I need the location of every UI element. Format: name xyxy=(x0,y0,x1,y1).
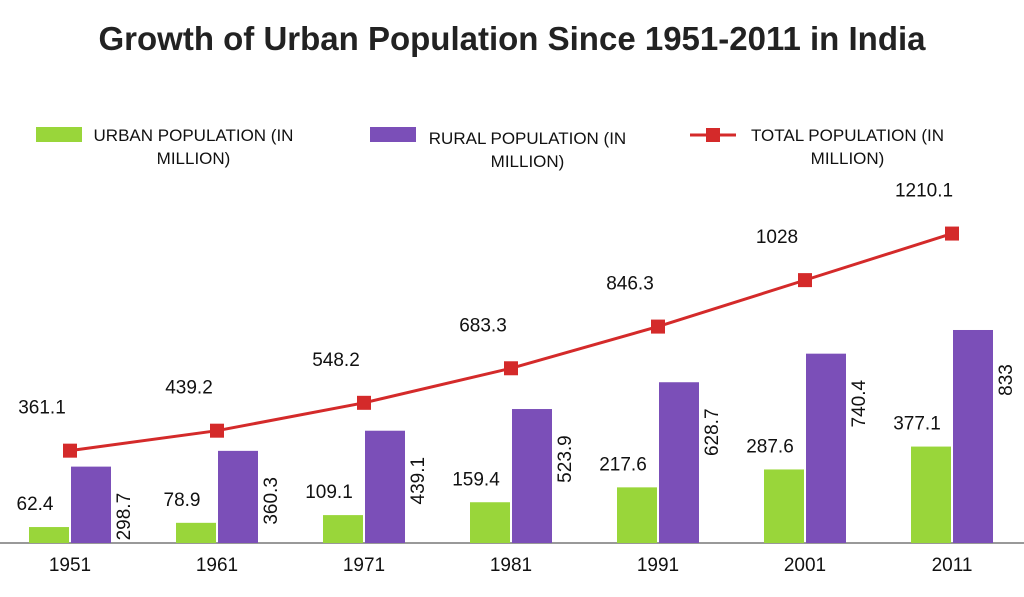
marker xyxy=(651,319,665,334)
legend-swatch xyxy=(370,127,416,142)
legend-marker xyxy=(706,128,720,142)
value-label: 439.1 xyxy=(408,457,429,505)
marker xyxy=(210,423,224,438)
value-label: 683.3 xyxy=(459,315,507,336)
value-label: 439.2 xyxy=(165,378,213,399)
value-label: 360.3 xyxy=(261,477,282,525)
bar xyxy=(911,446,951,543)
bar xyxy=(764,469,804,543)
x-tick-label: 1961 xyxy=(196,555,238,576)
value-label: 833 xyxy=(996,364,1017,396)
bar xyxy=(365,430,405,543)
x-tick-label: 1981 xyxy=(490,555,532,576)
x-tick-label: 2011 xyxy=(932,555,973,576)
value-label: 287.6 xyxy=(746,436,794,457)
x-tick-label: 1991 xyxy=(637,555,679,576)
value-label: 361.1 xyxy=(18,398,66,419)
value-label: 628.7 xyxy=(702,408,723,456)
value-label: 377.1 xyxy=(893,414,941,435)
marker xyxy=(357,395,371,410)
legend-label: RURAL POPULATION (IN MILLION) xyxy=(428,129,627,171)
marker xyxy=(798,273,812,288)
bar xyxy=(659,382,699,543)
marker xyxy=(63,443,77,458)
x-tick-label: 2001 xyxy=(784,555,826,576)
bar xyxy=(806,353,846,543)
legend-label: TOTAL POPULATION (IN MILLION) xyxy=(750,126,944,168)
bar xyxy=(470,502,510,543)
chart-title: Growth of Urban Population Since 1951-20… xyxy=(98,20,926,57)
marker xyxy=(504,361,518,376)
legend-label: URBAN POPULATION (IN MILLION) xyxy=(93,126,294,168)
value-label: 217.6 xyxy=(599,454,647,475)
bar xyxy=(512,409,552,543)
value-label: 78.9 xyxy=(164,490,201,511)
value-label: 109.1 xyxy=(305,482,353,503)
marker xyxy=(945,226,959,241)
x-tick-label: 1971 xyxy=(343,555,385,576)
value-label: 523.9 xyxy=(555,435,576,483)
bar xyxy=(953,329,993,543)
value-label: 1210.1 xyxy=(895,181,953,202)
x-tick-label: 1951 xyxy=(49,555,91,576)
bar xyxy=(218,450,258,543)
bar xyxy=(29,527,69,543)
bar xyxy=(176,522,216,543)
value-label: 846.3 xyxy=(606,274,654,295)
value-label: 1028 xyxy=(756,227,798,248)
legend-swatch xyxy=(36,127,82,142)
value-label: 298.7 xyxy=(114,493,135,541)
bar xyxy=(71,466,111,543)
bar xyxy=(323,515,363,543)
value-label: 159.4 xyxy=(452,469,500,490)
value-label: 62.4 xyxy=(17,494,54,515)
value-label: 548.2 xyxy=(312,350,360,371)
bar xyxy=(617,487,657,543)
value-label: 740.4 xyxy=(849,379,870,427)
